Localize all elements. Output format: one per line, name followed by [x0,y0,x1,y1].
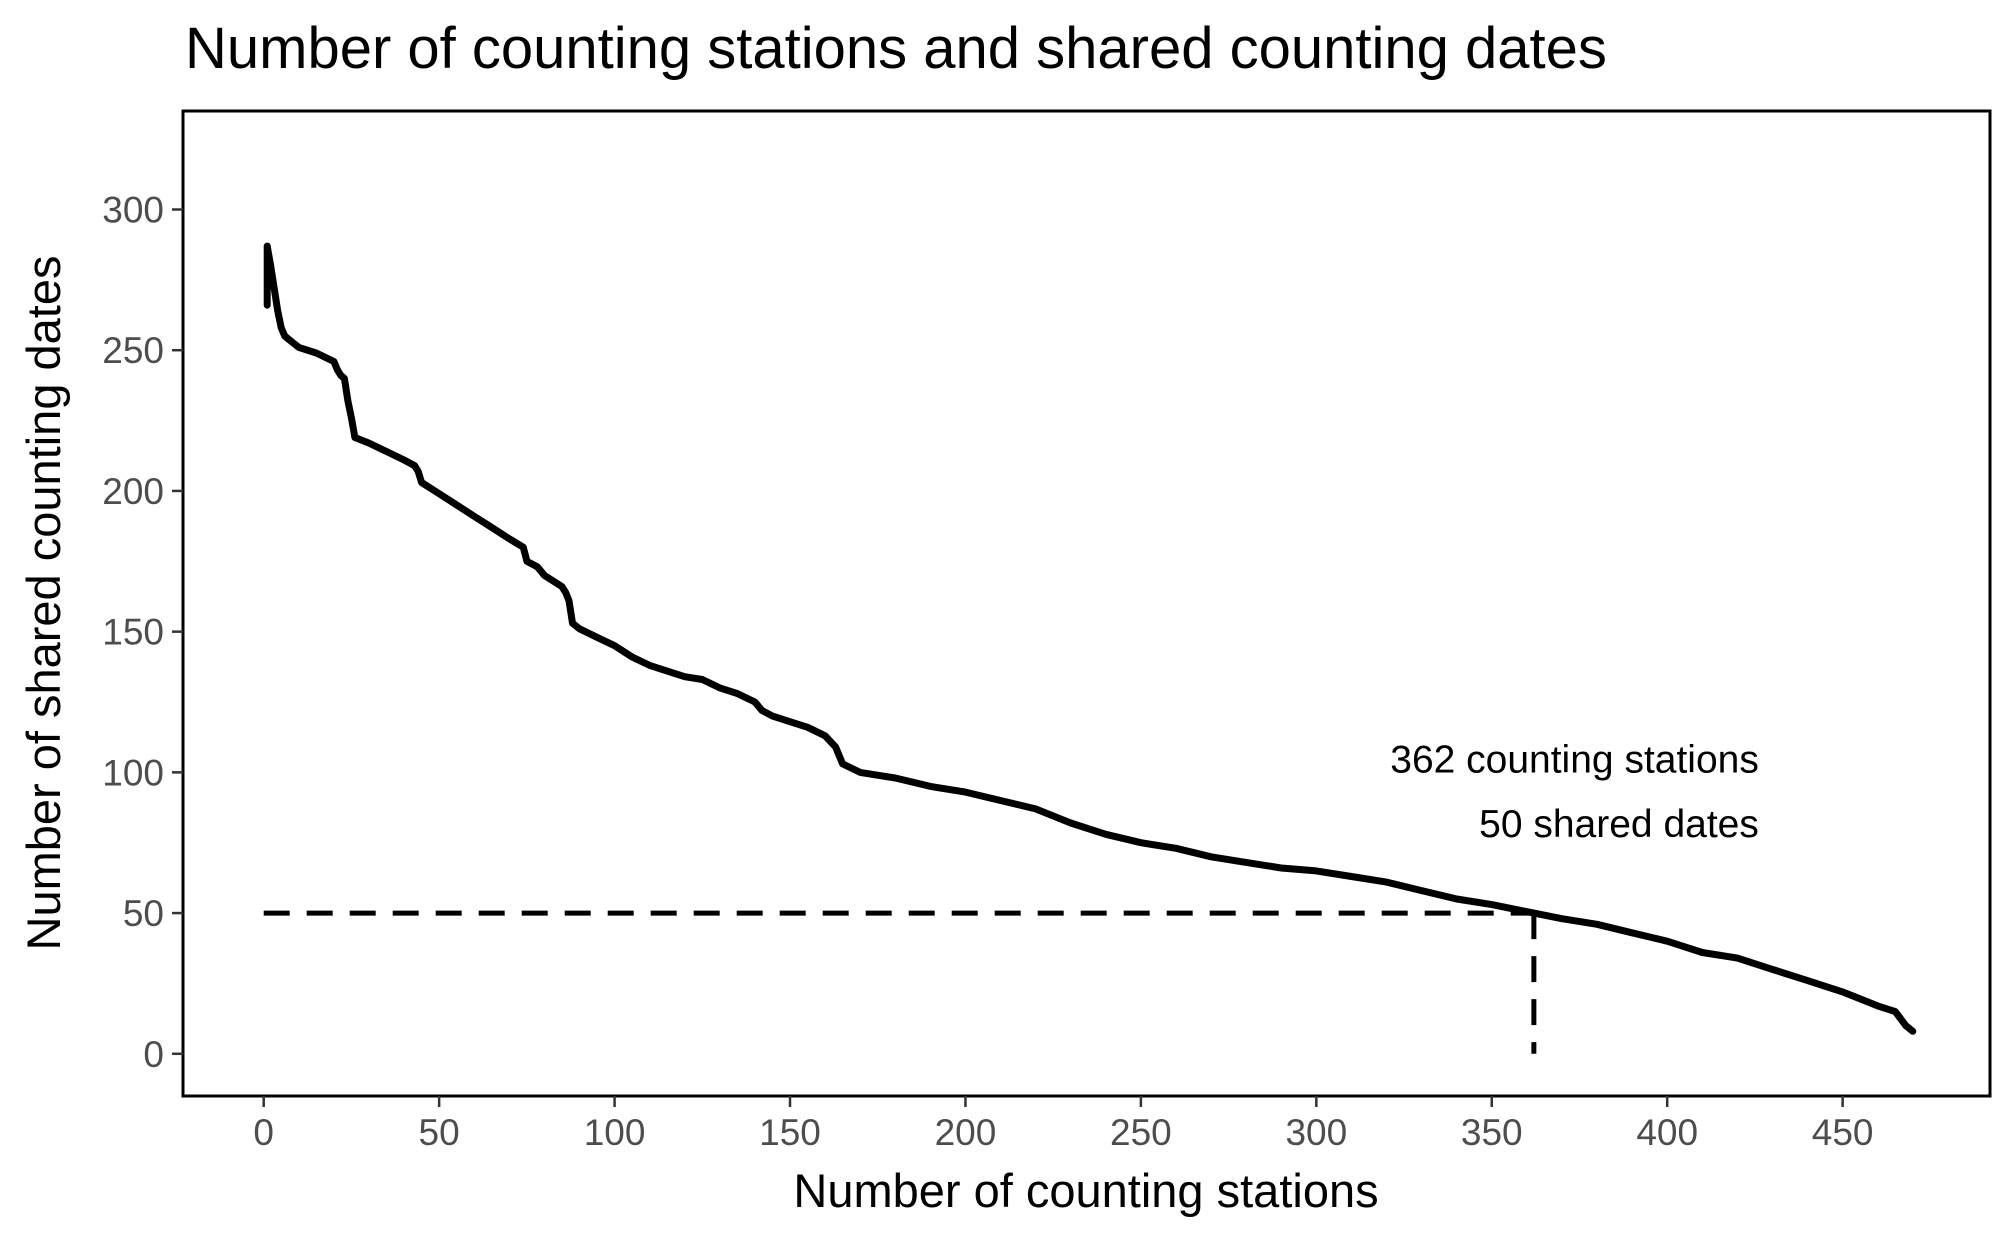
y-axis: 0 50 100 150 200 250 300 [102,190,183,1075]
y-tick-label: 150 [102,612,164,653]
y-tick-label: 100 [102,752,164,793]
y-tick-label: 300 [102,190,164,231]
annotations: 362 counting stations 50 shared dates [1390,738,1759,846]
x-tick-label: 0 [253,1112,274,1153]
x-tick-label: 200 [935,1112,997,1153]
chart-title: Number of counting stations and shared c… [185,16,1607,81]
plot-panel [181,109,1992,1098]
annotation-label-0: 362 counting stations [1390,738,1759,781]
x-tick-label: 400 [1636,1112,1698,1153]
x-tick-label: 100 [584,1112,646,1153]
y-tick-label: 50 [123,893,164,934]
x-tick-label: 450 [1812,1112,1874,1153]
x-tick-label: 350 [1461,1112,1523,1153]
x-tick-label: 250 [1110,1112,1172,1153]
series-line [263,242,1917,1035]
y-axis-title: Number of shared counting dates [17,256,70,951]
y-tick-label: 200 [102,471,164,512]
x-axis-title: Number of counting stations [793,1164,1378,1217]
annotation-label-1: 50 shared dates [1479,803,1759,846]
x-axis: 0 50 100 150 200 250 300 350 400 450 [253,1096,1874,1153]
y-tick-label: 250 [102,330,164,371]
x-tick-label: 300 [1285,1112,1347,1153]
y-tick-label: 0 [143,1034,164,1075]
x-tick-label: 50 [419,1112,460,1153]
x-tick-label: 150 [759,1112,821,1153]
reference-lines [263,910,1537,1054]
